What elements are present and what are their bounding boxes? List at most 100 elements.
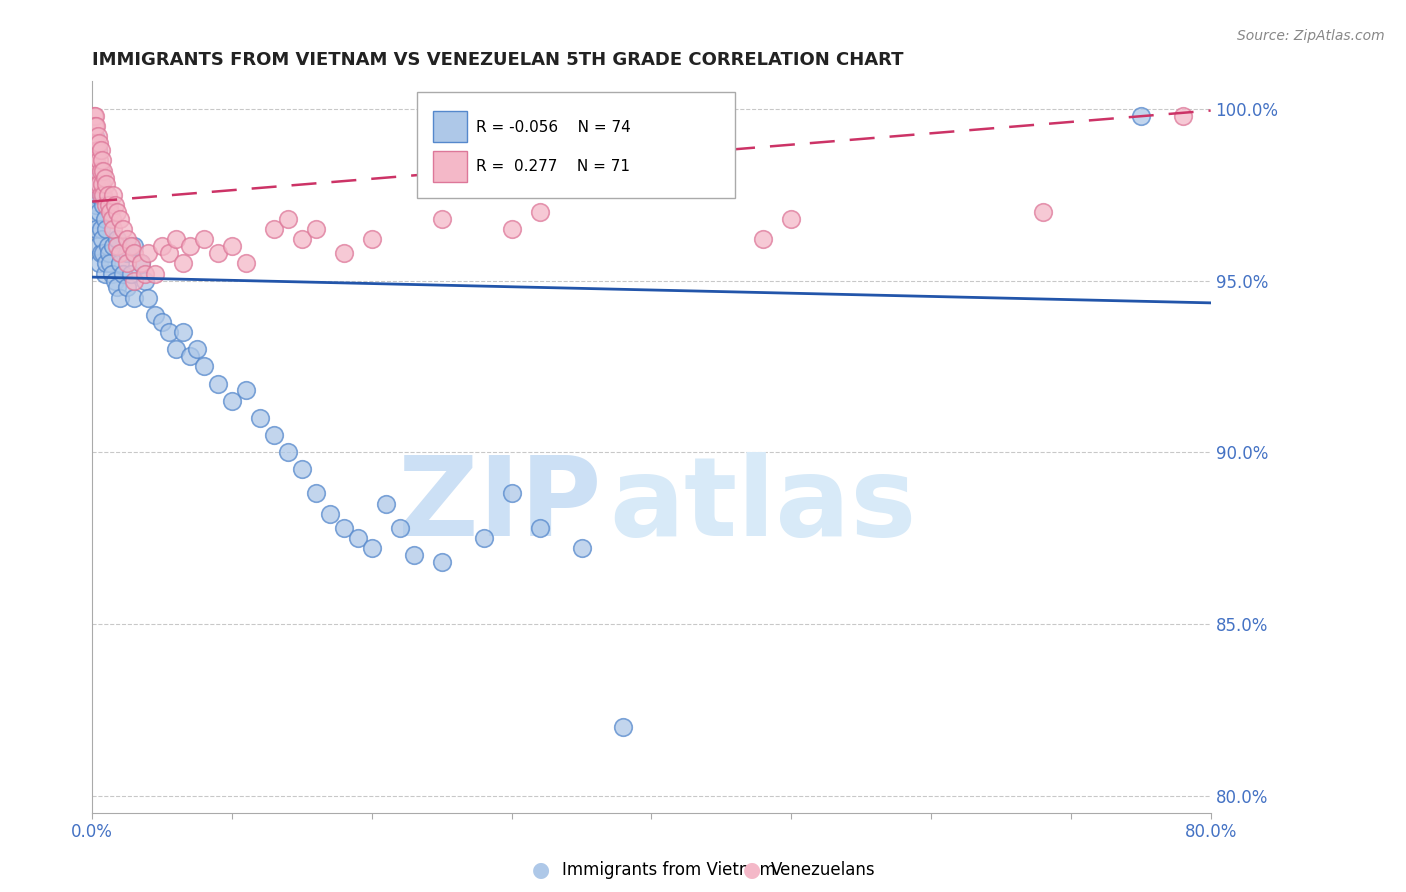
Point — [97, 198, 120, 212]
Point — [86, 170, 108, 185]
Point — [165, 232, 187, 246]
Point — [84, 136, 107, 151]
Point — [221, 239, 243, 253]
Point — [83, 129, 105, 144]
Point — [305, 222, 328, 236]
Point — [96, 178, 118, 192]
Point — [277, 445, 299, 459]
Point — [277, 211, 299, 226]
Point — [122, 239, 145, 253]
Point — [100, 211, 122, 226]
Point — [179, 239, 201, 253]
Point — [333, 521, 356, 535]
Point — [136, 246, 159, 260]
Point — [115, 280, 138, 294]
Point — [93, 246, 115, 260]
Point — [96, 198, 118, 212]
Point — [83, 119, 105, 133]
Point — [101, 187, 124, 202]
Point — [91, 153, 114, 168]
Point — [129, 256, 152, 270]
Point — [143, 267, 166, 281]
Point — [115, 246, 138, 260]
Point — [115, 256, 138, 270]
Point — [122, 246, 145, 260]
Point — [105, 232, 128, 246]
Point — [122, 274, 145, 288]
Text: IMMIGRANTS FROM VIETNAM VS VENEZUELAN 5TH GRADE CORRELATION CHART: IMMIGRANTS FROM VIETNAM VS VENEZUELAN 5T… — [93, 51, 904, 69]
Point — [529, 521, 551, 535]
Point — [179, 349, 201, 363]
Point — [150, 315, 173, 329]
Point — [157, 246, 180, 260]
Point — [571, 541, 593, 556]
Point — [136, 291, 159, 305]
Text: R =  0.277    N = 71: R = 0.277 N = 71 — [475, 160, 630, 175]
Point — [86, 222, 108, 236]
Point — [263, 222, 285, 236]
Point — [89, 178, 111, 192]
Point — [612, 720, 634, 734]
Point — [501, 486, 523, 500]
Point — [84, 153, 107, 168]
Point — [98, 256, 121, 270]
Point — [207, 376, 229, 391]
Point — [129, 256, 152, 270]
Point — [1032, 205, 1054, 219]
Text: Venezuelans: Venezuelans — [770, 861, 875, 879]
Point — [103, 274, 125, 288]
Point — [249, 411, 271, 425]
Point — [108, 246, 131, 260]
Point — [105, 239, 128, 253]
Point — [87, 129, 110, 144]
Point — [87, 187, 110, 202]
Point — [83, 109, 105, 123]
Point — [87, 143, 110, 157]
Point — [86, 153, 108, 168]
Point — [172, 256, 194, 270]
Point — [263, 428, 285, 442]
Point — [101, 222, 124, 236]
Point — [134, 267, 156, 281]
Point — [100, 267, 122, 281]
Point — [90, 143, 112, 157]
Point — [94, 170, 117, 185]
Point — [291, 462, 314, 476]
Point — [319, 507, 342, 521]
Point — [94, 267, 117, 281]
Point — [780, 211, 803, 226]
Point — [89, 256, 111, 270]
Point — [108, 256, 131, 270]
Point — [84, 109, 107, 123]
Point — [165, 343, 187, 357]
Point — [86, 178, 108, 192]
Point — [84, 119, 107, 133]
Point — [105, 280, 128, 294]
Point — [430, 555, 453, 569]
Text: ●: ● — [744, 860, 761, 880]
Point — [89, 163, 111, 178]
Point — [360, 232, 382, 246]
Point — [84, 187, 107, 202]
Point — [291, 232, 314, 246]
Point — [333, 246, 356, 260]
Point — [235, 384, 257, 398]
Point — [150, 239, 173, 253]
Point — [96, 187, 118, 202]
Point — [105, 205, 128, 219]
Point — [752, 232, 775, 246]
Point — [101, 239, 124, 253]
Point — [89, 153, 111, 168]
Point — [529, 205, 551, 219]
Point — [108, 291, 131, 305]
Text: Immigrants from Vietnam: Immigrants from Vietnam — [562, 861, 776, 879]
Point — [90, 163, 112, 178]
Point — [96, 239, 118, 253]
Text: ZIP: ZIP — [398, 452, 602, 559]
Point — [84, 129, 107, 144]
Point — [94, 211, 117, 226]
Point — [501, 222, 523, 236]
Point — [83, 136, 105, 151]
Point — [346, 531, 368, 545]
Point — [86, 198, 108, 212]
